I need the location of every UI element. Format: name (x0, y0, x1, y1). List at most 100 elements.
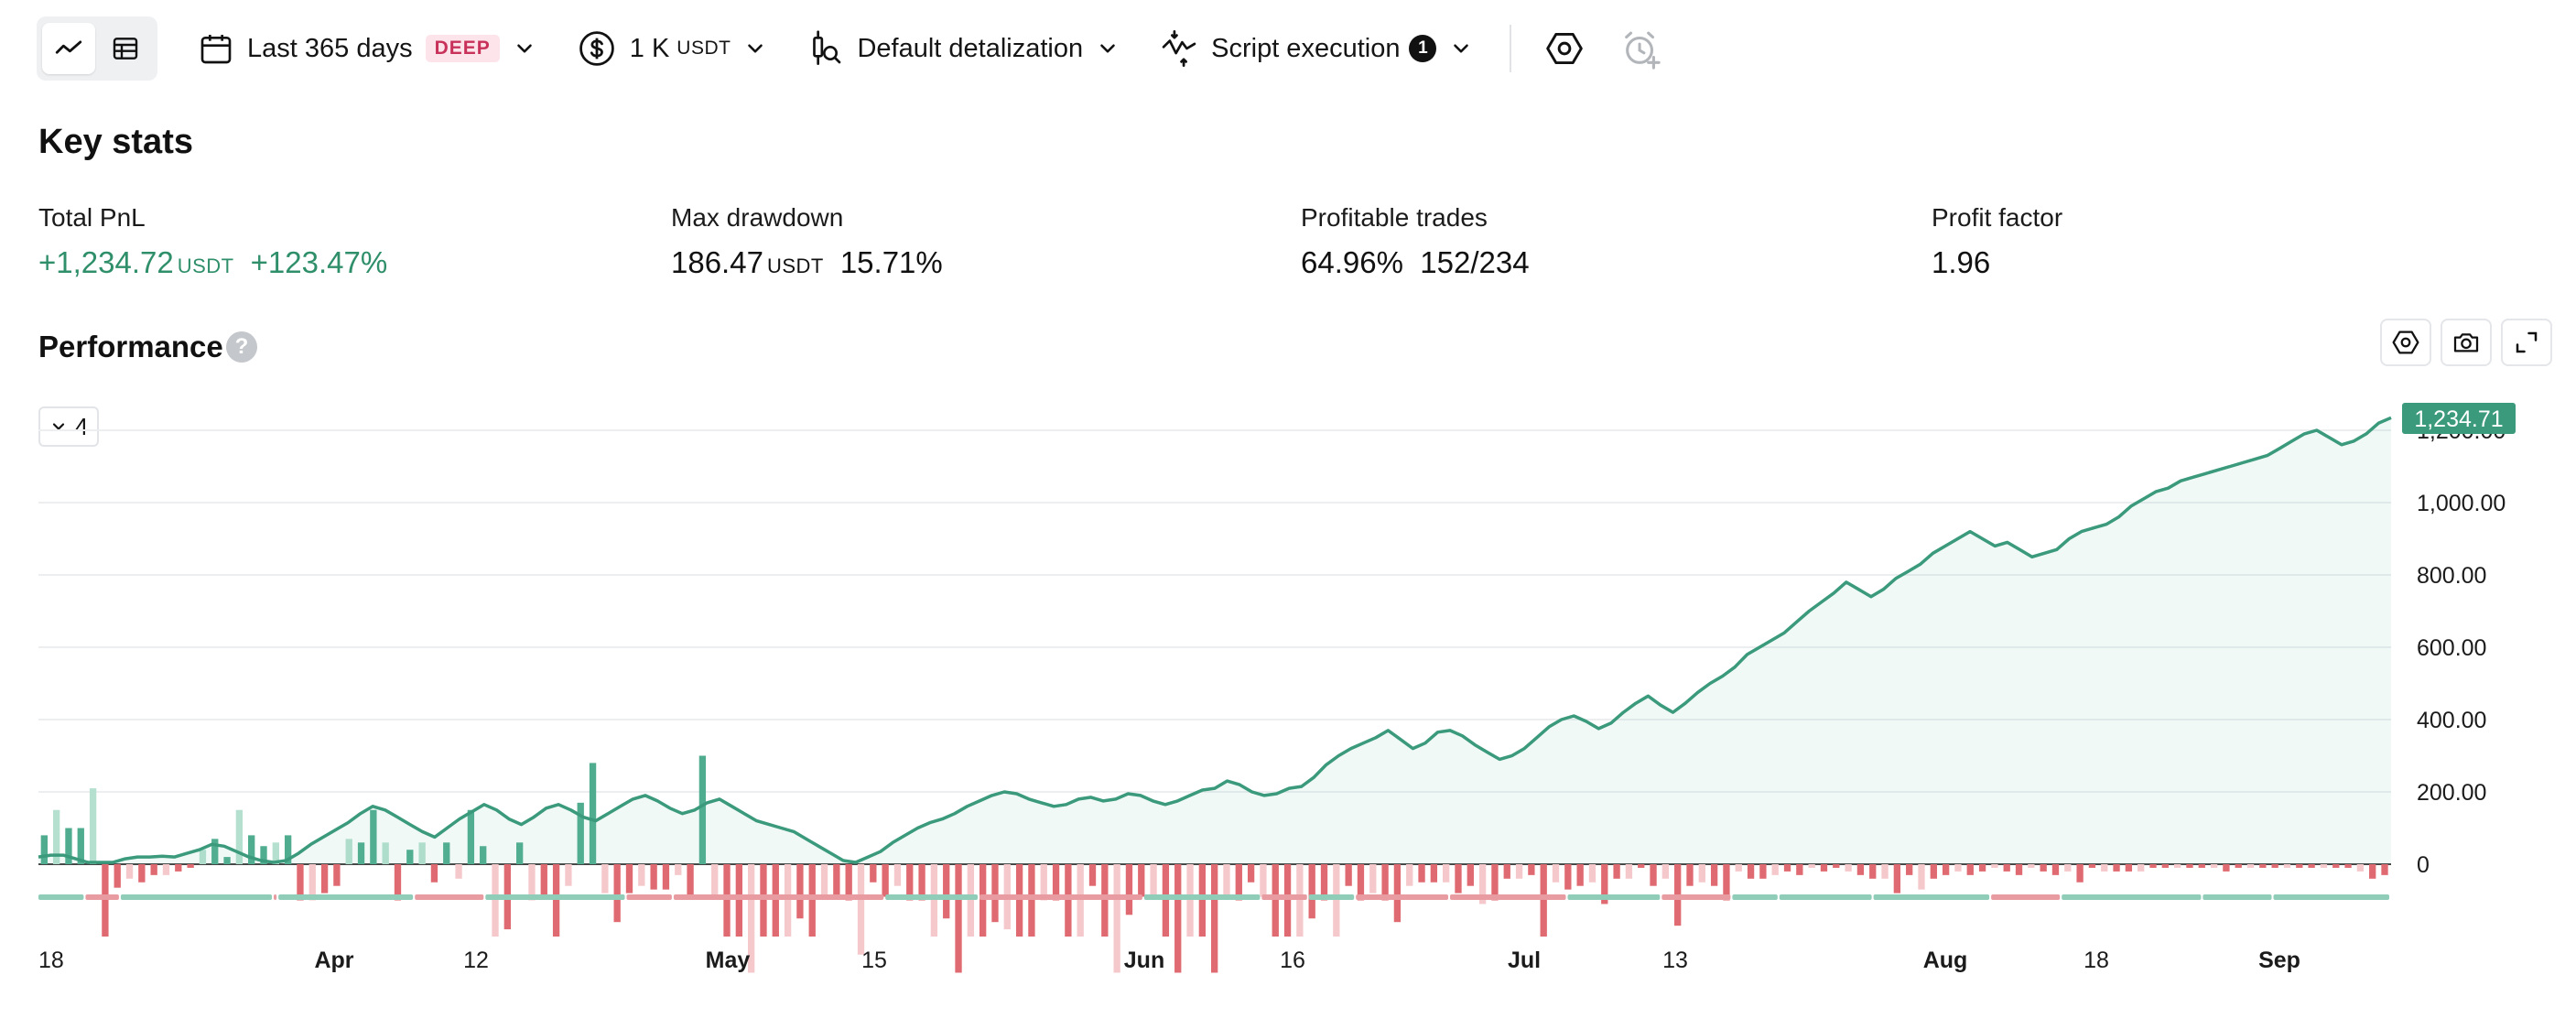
pnl-bar (1077, 864, 1084, 937)
pnl-bar (1198, 864, 1207, 937)
y-tick-label: 800.00 (2417, 563, 2486, 589)
chart-tools (2380, 319, 2552, 366)
detalization-label: Default detalization (857, 33, 1084, 63)
trade-strip-segment (1873, 894, 1990, 900)
pnl-bar (1601, 864, 1608, 904)
pnl-bar (2149, 864, 2157, 868)
period-label: Last 365 days (247, 33, 413, 63)
pnl-bar (1552, 864, 1560, 883)
pnl-bar (370, 809, 377, 864)
total-pnl-percent: +123.47% (250, 245, 388, 279)
trade-strip-segment (1308, 894, 1355, 900)
pnl-bar (443, 842, 450, 864)
pnl-bar (1211, 864, 1218, 973)
pnl-bar (272, 842, 279, 864)
pnl-bar (430, 864, 438, 883)
pnl-bar (1918, 864, 1925, 890)
expand-button[interactable] (2501, 319, 2552, 366)
alarm-add-icon (1625, 31, 1661, 70)
profitable-trades-stat: Profitable trades 64.96% 152/234 (1301, 203, 1530, 280)
pnl-bar (2173, 864, 2181, 868)
pnl-bar (772, 864, 779, 937)
pnl-bar (2076, 864, 2084, 883)
pnl-bar (492, 864, 499, 937)
help-icon[interactable]: ? (226, 331, 257, 363)
capital-selector[interactable]: 1 K USDT (577, 16, 768, 81)
pnl-bar (625, 864, 633, 894)
add-alert-button[interactable] (1616, 23, 1667, 74)
last-value-label: 1,234.71 (2414, 406, 2503, 432)
pnl-bar (357, 842, 365, 864)
chart-settings-button[interactable] (2380, 319, 2431, 366)
screenshot-button[interactable] (2441, 319, 2492, 366)
pnl-bar (711, 864, 719, 897)
expand-icon (2516, 331, 2538, 353)
pnl-bar (796, 864, 804, 919)
chart-view-button[interactable] (42, 23, 95, 74)
pnl-bar (2138, 864, 2145, 872)
pnl-bar (918, 864, 925, 901)
pnl-bar (1820, 864, 1828, 872)
deep-badge: DEEP (425, 35, 500, 62)
capital-unit: USDT (676, 38, 731, 59)
pnl-bar (345, 839, 352, 864)
pnl-bar (2198, 864, 2205, 868)
pnl-bar (577, 802, 584, 864)
pnl-bar (1564, 864, 1572, 890)
x-tick-label: 18 (38, 948, 64, 973)
settings-button[interactable] (1539, 23, 1590, 74)
period-selector[interactable]: Last 365 days DEEP (198, 16, 536, 81)
pnl-bar (223, 857, 231, 864)
pnl-bar (1930, 864, 1937, 879)
chevron-down-icon (748, 44, 763, 53)
performance-chart[interactable]: 0200.00400.00600.00800.001,000.001,200.0… (0, 385, 2576, 989)
x-tick-label: Jul (1508, 948, 1541, 973)
pnl-bar (857, 864, 865, 955)
max-drawdown-stat: Max drawdown 186.47 USDT 15.71% (671, 203, 943, 280)
pnl-bar (1028, 864, 1035, 937)
pnl-bar (784, 864, 792, 937)
pnl-bar (1065, 864, 1072, 937)
total-pnl-stat: Total PnL +1,234.72 USDT +123.47% (38, 203, 387, 280)
pnl-bar (1528, 864, 1535, 875)
pnl-bar (1381, 864, 1389, 901)
chevron-down-icon (1100, 44, 1115, 53)
trade-strip-segment (278, 894, 414, 900)
pnl-bar (808, 864, 816, 937)
equity-line (38, 416, 2392, 864)
pnl-bar (480, 846, 487, 864)
total-pnl-unit: USDT (177, 255, 234, 277)
pnl-bar (833, 864, 840, 897)
detalization-selector[interactable]: Default detalization (807, 16, 1120, 81)
trade-strip-segment (38, 894, 84, 900)
pnl-bar (1966, 864, 1974, 875)
trade-strip-segment (885, 894, 978, 900)
pnl-bar (820, 864, 828, 897)
profitable-trades-value-row: 64.96% 152/234 (1301, 245, 1530, 280)
table-icon (113, 38, 138, 60)
profit-factor-label: Profit factor (1932, 203, 2063, 232)
pnl-bar (1138, 864, 1145, 897)
script-label: Script execution (1211, 33, 1401, 63)
toolbar: Last 365 days DEEP 1 K USDT Default deta… (37, 16, 1667, 81)
pnl-bar (1576, 864, 1584, 886)
trade-strip-segment (2203, 894, 2272, 900)
pnl-bar (980, 864, 987, 937)
trade-strip-segment (1356, 894, 1448, 900)
table-view-button[interactable] (99, 23, 152, 74)
pnl-bar (248, 835, 255, 864)
pnl-bar (528, 864, 536, 901)
pnl-bar (2125, 864, 2133, 872)
trade-strip-segment (1261, 894, 1307, 900)
pnl-bar (187, 864, 194, 868)
max-drawdown-unit: USDT (766, 255, 824, 277)
pnl-bar (77, 828, 84, 864)
pnl-bar (1540, 864, 1547, 937)
trade-strip-segment (1450, 894, 1566, 900)
script-execution-selector[interactable]: Script execution 1 (1160, 16, 1473, 81)
toolbar-divider (1510, 25, 1512, 72)
trade-strip-segment (1661, 894, 1731, 900)
pnl-bar (102, 864, 109, 937)
series-toggle-button[interactable]: 4 (38, 406, 99, 447)
pnl-bar (675, 864, 682, 875)
